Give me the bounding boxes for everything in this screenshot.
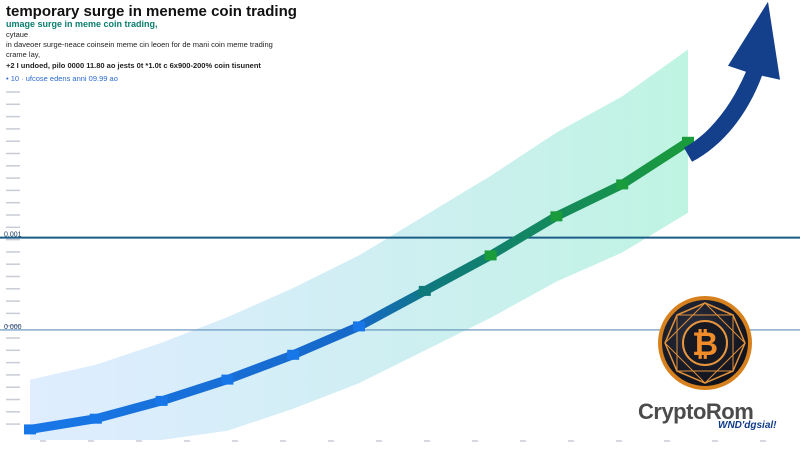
trend-arrow xyxy=(684,1,780,162)
data-point xyxy=(353,321,365,332)
watermark: WND'dgsial! xyxy=(718,420,777,431)
reference-label: 0 000 xyxy=(4,324,22,331)
reference-label: 0.001 xyxy=(4,232,22,239)
data-point xyxy=(287,349,300,360)
meta-line: • 10 · ufcose edens anni 09.99 ao xyxy=(6,74,118,83)
description-line-1: cytaue xyxy=(6,30,29,39)
data-point xyxy=(24,424,36,435)
description-line-4: +2 I undoed, pilo 0000 11.80 ao jests 0t… xyxy=(6,61,261,70)
data-point xyxy=(418,285,431,296)
chart-subtitle: umage surge in meme coin trading, xyxy=(6,19,158,29)
chart-title: temporary surge in meneme coin trading xyxy=(6,3,297,20)
data-point xyxy=(155,395,168,406)
data-point xyxy=(484,250,497,261)
data-point xyxy=(89,413,102,424)
bitcoin-symbol: ₿ xyxy=(692,325,718,363)
data-point xyxy=(221,374,234,385)
data-point xyxy=(682,136,694,147)
brand-name: CryptoRom xyxy=(638,399,754,424)
series-halo xyxy=(30,49,688,440)
description-line-3: crame lay, xyxy=(6,50,41,59)
description-line-2: in daveoer surge-neace coinsein meme cin… xyxy=(6,40,273,49)
data-point xyxy=(616,179,629,190)
data-point xyxy=(550,211,563,222)
bitcoin-logo: ₿ xyxy=(658,296,752,390)
